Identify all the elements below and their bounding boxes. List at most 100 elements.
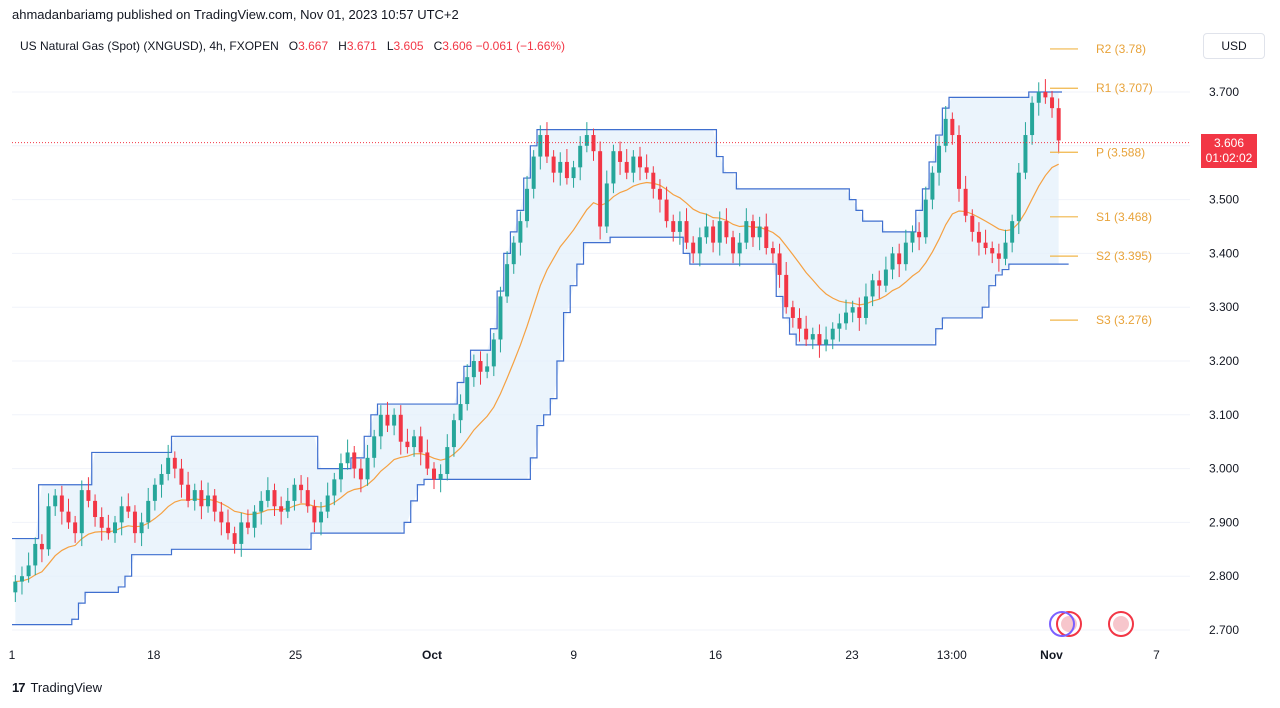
candle	[531, 156, 536, 189]
candle	[1043, 92, 1048, 98]
channel-fill	[15, 92, 1059, 625]
ohlc-open: O3.667	[288, 39, 329, 53]
candle	[717, 221, 722, 243]
candle	[1010, 221, 1015, 243]
y-tick-label: 3.400	[1209, 246, 1239, 260]
candle	[943, 118, 948, 146]
candle	[299, 484, 304, 491]
candle	[584, 135, 589, 146]
candle	[505, 264, 510, 297]
candle	[325, 495, 330, 512]
candle	[618, 151, 623, 162]
candle	[152, 484, 157, 501]
candle	[697, 237, 702, 254]
x-tick-label: 1	[9, 648, 16, 662]
candle	[272, 490, 277, 507]
pivot-level-label: S2 (3.395)	[1096, 249, 1152, 263]
candle	[677, 221, 682, 232]
candle	[797, 317, 802, 329]
candle	[478, 361, 483, 372]
currency-selector-button[interactable]: USD	[1203, 33, 1265, 59]
candle	[657, 188, 662, 200]
candle	[26, 565, 31, 577]
candle	[804, 328, 809, 340]
candle	[910, 231, 915, 243]
candle	[465, 377, 470, 405]
candle	[345, 452, 350, 464]
candle	[750, 221, 755, 238]
candle	[119, 506, 124, 523]
candle	[844, 312, 849, 324]
x-tick-label: Oct	[422, 648, 442, 662]
candle	[259, 500, 264, 512]
x-tick-label: 18	[147, 648, 161, 662]
candle	[438, 473, 443, 480]
candle	[1050, 97, 1055, 109]
candle	[1030, 102, 1035, 136]
candle	[485, 366, 490, 372]
candle	[338, 463, 343, 480]
pivot-level-label: P (3.588)	[1096, 145, 1145, 159]
candle	[731, 237, 736, 254]
candle	[883, 269, 888, 286]
y-tick-label: 2.800	[1209, 569, 1239, 583]
candle	[624, 161, 629, 173]
candle	[451, 420, 456, 448]
event-flag-inner	[1113, 616, 1129, 632]
candle	[810, 334, 815, 340]
candle	[53, 495, 58, 507]
symbol-name: US Natural Gas (Spot) (XNGUSD), 4h, FXOP…	[20, 39, 279, 53]
candle	[850, 307, 855, 313]
candle	[358, 468, 363, 480]
candle	[518, 221, 523, 243]
candle	[146, 500, 151, 523]
candle	[385, 414, 390, 426]
event-flag-ring-icon	[1049, 611, 1075, 637]
candle	[957, 135, 961, 189]
candle	[704, 226, 709, 238]
x-tick-label: Nov	[1040, 648, 1063, 662]
candle	[418, 436, 423, 453]
candle	[903, 242, 908, 265]
pivot-level-label: R1 (3.707)	[1096, 81, 1153, 95]
ohlc-low: L3.605	[386, 39, 424, 53]
candle	[711, 226, 716, 243]
candle	[757, 226, 762, 238]
candle	[113, 522, 117, 534]
tradingview-logo[interactable]: 17 TradingView	[12, 680, 102, 695]
candle	[976, 231, 981, 243]
candle	[265, 490, 270, 501]
pivot-level-label: S3 (3.276)	[1096, 313, 1152, 327]
candle	[770, 248, 775, 254]
candle	[897, 253, 902, 265]
candle	[13, 581, 18, 593]
last-price-tag: 3.606 01:02:02	[1201, 134, 1257, 168]
y-tick-label: 3.500	[1209, 193, 1239, 207]
candle	[558, 161, 563, 173]
candle	[877, 280, 882, 286]
candle	[212, 495, 217, 512]
candle	[644, 167, 649, 173]
candle	[498, 296, 503, 340]
y-tick-label: 3.200	[1209, 354, 1239, 368]
candle	[737, 242, 742, 254]
price-change: −0.061 (−1.66%)	[475, 39, 566, 53]
y-tick-label: 3.300	[1209, 300, 1239, 314]
candle	[930, 172, 935, 200]
y-tick-label: 2.700	[1209, 623, 1239, 637]
ohlc-high: H3.671	[338, 39, 377, 53]
candle	[232, 533, 237, 544]
channel-upper-line	[12, 91, 1062, 540]
candle	[1003, 242, 1008, 259]
candle	[225, 522, 230, 534]
symbol-legend: US Natural Gas (Spot) (XNGUSD), 4h, FXOP…	[20, 39, 565, 53]
candle	[79, 490, 84, 534]
candle	[571, 167, 576, 179]
candle	[551, 156, 556, 173]
candle	[950, 118, 955, 136]
candle	[365, 457, 370, 480]
candle	[66, 511, 71, 523]
candle	[611, 151, 616, 184]
candle	[578, 145, 583, 168]
